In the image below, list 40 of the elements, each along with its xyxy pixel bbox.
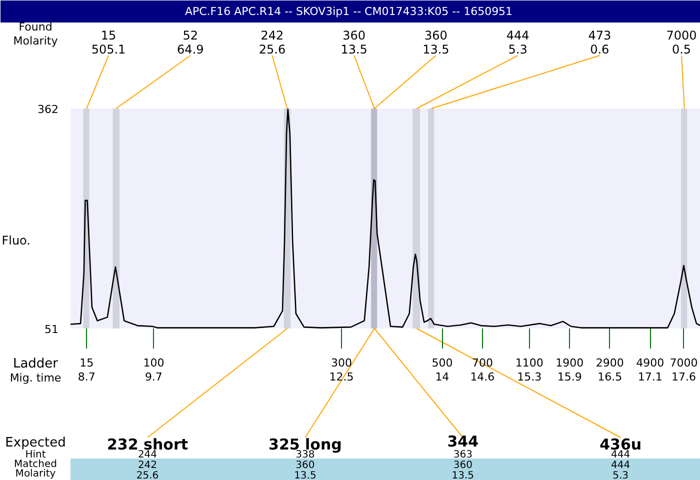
annotation: 242 25.6 — [258, 28, 286, 56]
x-tick-label: 16.5 — [598, 370, 622, 384]
annotation: 360 13.5 — [340, 28, 368, 56]
text: 363 360 13.5 — [452, 450, 474, 480]
annotation: 360 13.5 — [422, 28, 450, 56]
y-tick-label: 51 — [44, 323, 59, 336]
text: 1100 — [515, 356, 544, 370]
annotation: 444 5.3 — [506, 28, 530, 56]
text: 1900 — [556, 356, 584, 370]
annotation: 344 — [447, 432, 479, 450]
annotation: 7000 0.5 — [666, 28, 697, 56]
text: Expected — [5, 436, 66, 450]
x-tick-label: 17.6 — [671, 370, 696, 384]
text: 15 — [80, 356, 94, 370]
text: 300 — [331, 356, 352, 370]
text: Matched — [14, 459, 58, 470]
chart-title: APC.F16 APC.R14 -- SKOV3ip1 -- CM017433:K05 -- 1650951 — [184, 5, 513, 18]
x-tick-label: 8.7 — [78, 370, 96, 384]
x-tick-label: 14 — [435, 370, 450, 384]
text: Mig. time — [10, 372, 62, 384]
text: Found — [18, 20, 52, 34]
text: 500 — [432, 356, 453, 370]
text: 4900 — [636, 356, 664, 370]
annotation: 52 64.9 — [177, 28, 204, 56]
y-axis-title: Fluo. — [2, 234, 31, 248]
x-tick-label: 15.9 — [557, 370, 582, 384]
text: Molarity — [13, 34, 58, 48]
x-tick-label: 9.7 — [144, 370, 162, 384]
text: 7000 — [670, 356, 698, 370]
text: 100 — [143, 356, 164, 370]
x-tick-label: 15.3 — [517, 370, 542, 384]
text: 2900 — [596, 356, 624, 370]
text: Molarity — [15, 468, 56, 480]
x-tick-label: 14.6 — [470, 370, 495, 384]
annotation: 15 505.1 — [91, 28, 126, 56]
text: Hint — [25, 450, 46, 460]
x-tick-label: 17.1 — [638, 370, 662, 384]
text: Ladder — [12, 356, 59, 372]
annotation: 473 0.6 — [588, 28, 612, 56]
y-tick-label: 362 — [38, 103, 59, 116]
